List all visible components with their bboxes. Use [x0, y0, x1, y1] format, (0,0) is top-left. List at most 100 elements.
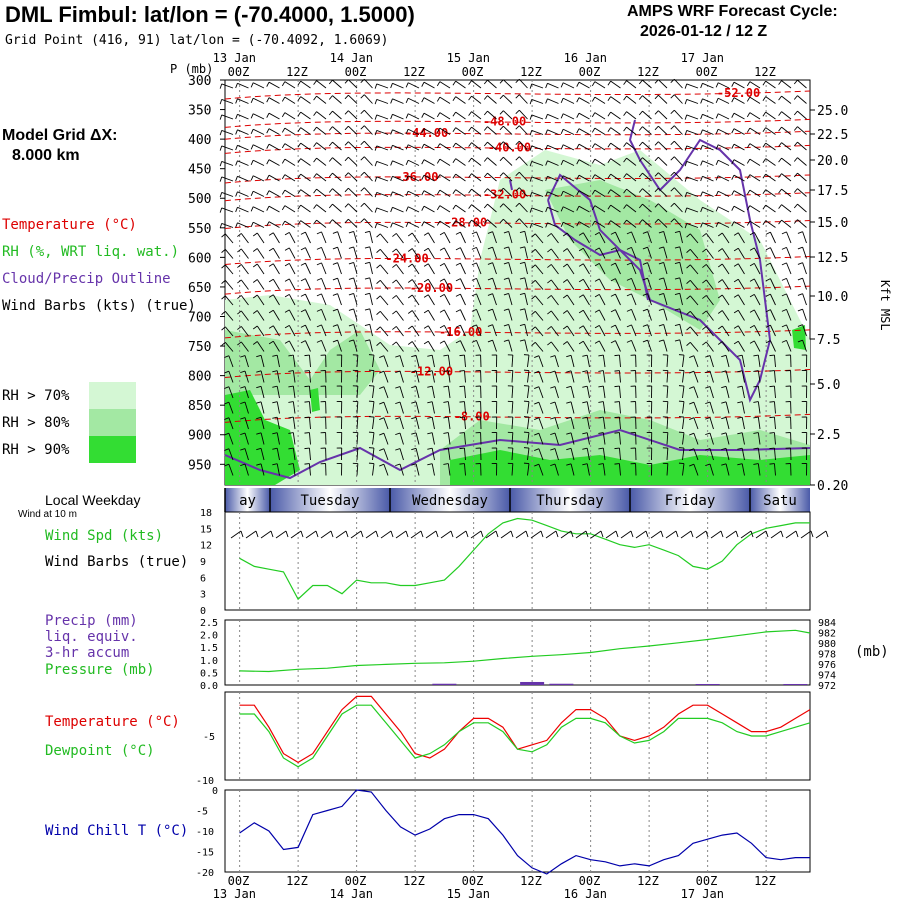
wind-barb-flag — [455, 247, 461, 251]
wind-barb — [770, 247, 776, 259]
wind-barb-flag — [288, 416, 294, 419]
wind-barb-flag — [638, 95, 643, 100]
wind-barb-flag — [376, 264, 381, 269]
wind-barb — [802, 231, 807, 244]
wind-barb — [666, 432, 669, 445]
wind-barb-flag — [405, 191, 409, 196]
wind-barb-flag — [390, 114, 393, 120]
precip-bar — [783, 683, 808, 685]
wind-barb — [276, 432, 280, 445]
wind-barb-flag — [487, 339, 493, 343]
wind-barb — [524, 324, 528, 337]
wind-barb-flag — [452, 96, 457, 102]
wind-barb — [673, 140, 683, 151]
wind-barb-flag — [411, 385, 417, 389]
wind-barb — [753, 232, 761, 244]
wind-barb — [547, 144, 559, 151]
mb-unit-label: (mb) — [855, 644, 889, 660]
surface-wind-barb — [695, 530, 707, 539]
wind-barb — [786, 247, 792, 259]
wind-barb — [619, 386, 621, 399]
wind-barb-flag — [250, 144, 254, 150]
dewpoint-line — [239, 704, 811, 768]
precip-tick: 2.0 — [200, 631, 218, 642]
wind-barb — [305, 309, 311, 321]
wind-barb-flag — [547, 248, 552, 253]
wind-barb-flag — [515, 202, 520, 208]
wind-barb-flag — [610, 293, 616, 297]
wind-barb-flag — [316, 231, 322, 235]
temperature-contour-label: -52.00 — [717, 86, 760, 100]
wind-barb — [610, 220, 621, 228]
wind-barb-flag — [390, 207, 393, 213]
wind-chill-tick: -20 — [196, 868, 214, 879]
wind-barb — [770, 340, 776, 352]
wind-barb — [570, 401, 575, 414]
wind-barb-flag — [769, 385, 775, 388]
wind-barb-flag — [529, 192, 533, 198]
wind-barb-flag — [332, 277, 338, 281]
wind-barb — [471, 80, 482, 89]
wind-barb-flag — [762, 96, 767, 102]
wind-barb-flag — [702, 264, 707, 268]
wind-barb — [578, 190, 590, 197]
wind-barb — [427, 247, 435, 259]
wind-barb — [563, 128, 575, 135]
wind-barb — [443, 340, 451, 352]
wind-barb-flag — [348, 339, 354, 342]
wind-barb — [642, 188, 652, 197]
wind-barb-flag — [746, 174, 751, 180]
wind-barb — [487, 219, 497, 228]
wind-barb-flag — [348, 277, 354, 280]
wind-barb — [527, 386, 530, 399]
wind-barb — [240, 248, 249, 259]
wind-barb — [741, 417, 745, 430]
wind-barb-flag — [240, 401, 246, 405]
wind-barb-flag — [374, 114, 378, 120]
wind-barb-flag — [638, 203, 643, 209]
wind-barb-flag — [468, 80, 472, 85]
wind-barb — [423, 221, 435, 228]
wind-barb-flag — [778, 126, 782, 132]
wind-barb-flag — [654, 79, 659, 84]
wind-barb-flag — [674, 277, 680, 280]
wind-barb-flag — [272, 416, 278, 419]
wind-barb-flag — [715, 175, 719, 181]
wind-barb — [423, 159, 435, 166]
surface-wind-barb — [305, 530, 317, 539]
wind-barb — [619, 417, 621, 430]
wind-barb — [753, 325, 761, 337]
surface-wind-barb — [800, 530, 812, 539]
wind-barb-flag — [281, 127, 286, 133]
wind-barb — [679, 324, 683, 337]
wind-barb — [503, 203, 513, 213]
wind-barb — [749, 143, 761, 151]
wind-barb-flag — [250, 82, 254, 88]
wind-barb — [631, 324, 637, 337]
wind-barb-flag — [778, 173, 782, 178]
wind-barb-flag — [638, 110, 643, 116]
wind-barb-flag — [268, 340, 274, 345]
wind-barb-flag — [765, 324, 771, 328]
wind-barb-flag — [684, 130, 688, 136]
wind-barb — [411, 325, 420, 337]
wind-barb — [427, 278, 435, 290]
wind-barb — [284, 112, 296, 120]
wind-barb — [471, 95, 482, 104]
wind-barb — [524, 293, 528, 306]
wind-barb — [253, 113, 265, 120]
wind-barb-flag — [471, 308, 477, 312]
wind-barb — [427, 232, 435, 244]
wind-barb-flag — [348, 231, 354, 234]
pressure-tick-label: 450 — [188, 163, 211, 178]
wind-barb-flag — [545, 176, 548, 182]
wind-barb-flag — [769, 432, 775, 434]
wind-barb — [415, 417, 420, 430]
wind-barb — [369, 277, 373, 290]
wind-barb — [423, 112, 435, 120]
wind-barb-flag — [256, 354, 262, 358]
wind-barb — [392, 113, 404, 120]
wind-barb — [276, 417, 280, 430]
wind-barb — [682, 448, 685, 461]
cloud-outline — [547, 199, 649, 301]
